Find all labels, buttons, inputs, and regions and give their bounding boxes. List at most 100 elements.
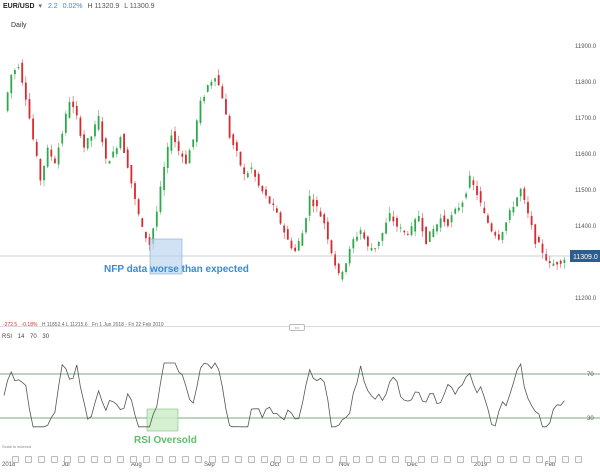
current-price-tag — [570, 250, 600, 262]
calendar-event-icon[interactable] — [182, 456, 190, 463]
candle-body — [43, 165, 45, 181]
calendar-event-icon[interactable] — [169, 456, 177, 463]
change-value: 2.2 — [47, 3, 58, 10]
calendar-event-icon[interactable] — [313, 456, 321, 463]
candle-body — [115, 148, 118, 155]
range-info-row: -272.5 -0.18% H 11852.4 L 11215.6 Fri 1 … — [0, 320, 164, 330]
calendar-event-icon[interactable] — [418, 456, 426, 463]
candle-body — [86, 138, 89, 149]
calendar-event-icon[interactable] — [444, 456, 452, 463]
calendar-event-icon[interactable] — [549, 456, 557, 463]
candle-body — [290, 240, 293, 249]
candle-body — [221, 86, 224, 99]
calendar-event-icon[interactable] — [339, 456, 347, 463]
calendar-event-icon[interactable] — [116, 456, 124, 463]
calendar-event-icon[interactable] — [496, 456, 504, 463]
calendar-event-icon[interactable] — [221, 456, 229, 463]
candle-body — [14, 70, 16, 75]
calendar-event-icon[interactable] — [352, 456, 360, 463]
calendar-event-icon[interactable] — [247, 456, 255, 463]
candle-body — [330, 240, 333, 254]
calendar-event-icon[interactable] — [90, 456, 98, 463]
calendar-event-icon[interactable] — [405, 456, 412, 463]
chevron-down-icon[interactable]: ▾ — [38, 3, 42, 10]
price-tick-label: 11200.0 — [575, 296, 597, 302]
candle-body — [421, 217, 424, 232]
candle-body — [396, 217, 398, 227]
symbol-header: EUR/USD ▾ 2.2 0.02% H 11320.9 L 11300.9 — [0, 0, 600, 14]
calendar-event-icon[interactable] — [25, 456, 33, 463]
candle-body — [94, 124, 96, 137]
calendar-event-icon[interactable] — [77, 456, 85, 463]
calendar-event-icon[interactable] — [12, 456, 19, 463]
candle-body — [28, 99, 31, 119]
candle-body — [119, 137, 122, 149]
calendar-event-icon[interactable] — [575, 456, 583, 463]
calendar-event-icon[interactable] — [51, 456, 59, 463]
calendar-event-icon[interactable] — [234, 456, 242, 463]
calendar-event-icon[interactable] — [483, 456, 491, 463]
rsi-lower-level-label: 30 — [587, 416, 594, 422]
calendar-event-icon[interactable] — [378, 456, 386, 463]
calendar-event-icon[interactable] — [208, 456, 216, 463]
candle-body — [6, 92, 9, 111]
candle-body — [83, 134, 85, 148]
calendar-event-icon[interactable] — [38, 456, 46, 463]
price-tick-label: 11900.0 — [575, 44, 597, 50]
candle-body — [312, 199, 315, 207]
calendar-event-icon[interactable] — [143, 456, 150, 463]
candle-body — [108, 160, 111, 164]
calendar-event-icon[interactable] — [129, 456, 137, 463]
candle-body — [97, 115, 100, 130]
x-tick: Oct — [270, 462, 280, 468]
rsi-name: RSI — [2, 334, 13, 340]
interval-label[interactable]: Daily — [11, 22, 27, 29]
candle-body — [54, 158, 56, 164]
candle-body — [359, 230, 362, 235]
candle-body — [323, 214, 326, 224]
candle-body — [24, 82, 27, 100]
candle-body — [356, 236, 358, 241]
candle-body — [104, 138, 107, 159]
calendar-event-icon[interactable] — [260, 456, 268, 463]
calendar-event-icon[interactable] — [470, 456, 478, 463]
candle-body — [341, 271, 344, 280]
calendar-event-icon[interactable] — [509, 456, 517, 463]
calendar-event-icon[interactable] — [365, 456, 373, 463]
candle-body — [508, 210, 511, 220]
rsi-indicator-label[interactable]: RSI 14 70 30 — [2, 334, 53, 340]
calendar-event-icon[interactable] — [431, 456, 439, 463]
calendar-event-icon[interactable] — [562, 456, 570, 463]
pane-collapse-handle[interactable]: ••• — [289, 324, 305, 331]
candle-body — [163, 166, 166, 191]
candle-body — [239, 151, 242, 166]
calendar-event-icon[interactable] — [287, 456, 295, 463]
calendar-event-icon[interactable] — [103, 456, 111, 463]
rsi-lower: 30 — [42, 334, 50, 340]
calendar-event-icon[interactable] — [326, 456, 334, 463]
calendar-event-icon[interactable] — [536, 456, 543, 463]
calendar-event-icon[interactable] — [300, 456, 308, 463]
calendar-event-icon[interactable] — [64, 456, 72, 463]
symbol-name[interactable]: EUR/USD — [3, 3, 35, 10]
candle-body — [537, 236, 540, 243]
candle-body — [352, 239, 355, 249]
calendar-event-icon[interactable] — [522, 456, 530, 463]
x-tick: 2018 — [2, 462, 16, 468]
price-axis-ticks: 11900.0 11800.0 11700.0 11600.0 11500.0 11400… — [575, 44, 597, 302]
candle-body — [210, 81, 213, 86]
calendar-event-icon[interactable] — [391, 456, 399, 463]
candle-body — [381, 232, 384, 241]
candle-body — [563, 259, 566, 263]
calendar-event-icon[interactable] — [195, 456, 203, 463]
candle-body — [527, 202, 529, 214]
calendar-event-icon[interactable] — [274, 456, 281, 463]
rsi-upper-level-label: 70 — [587, 372, 594, 378]
candle-body — [294, 247, 296, 252]
calendar-event-icon[interactable] — [156, 456, 164, 463]
candle-body — [494, 232, 497, 236]
calendar-event-icon[interactable] — [457, 456, 465, 463]
candle-body — [68, 101, 71, 118]
candle-body — [432, 229, 435, 237]
